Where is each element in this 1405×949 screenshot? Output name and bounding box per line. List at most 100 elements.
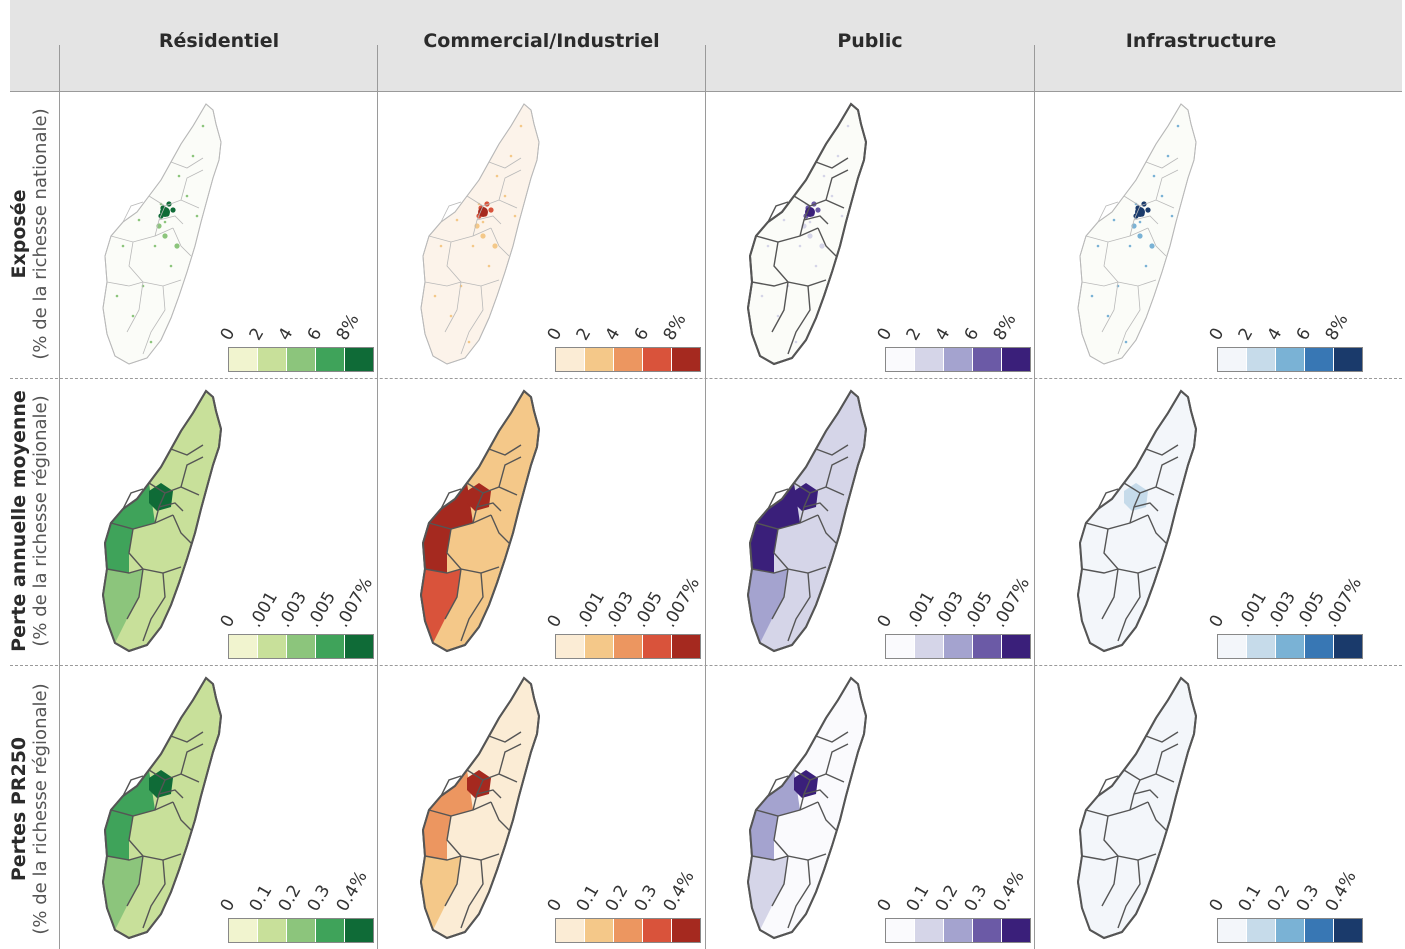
madagascar-map [419,676,541,940]
legend-swatch [585,919,614,942]
legend-swatch [585,348,614,371]
exposure-dot [467,340,471,344]
region-boundary [148,482,200,496]
legend-tick-label: .001 [902,588,939,631]
region-boundary [172,801,192,831]
exposure-hotspot [805,207,815,217]
region-boundary [1081,855,1119,861]
region-boundary [180,169,204,201]
exposure-dot [185,194,189,198]
region-boundary [122,201,144,223]
exposure-dot [488,207,494,213]
region-boundary [1147,514,1167,544]
column-header-residentiel: Résidentiel [158,30,280,52]
island-outline [746,102,868,366]
madagascar-map [1076,676,1198,940]
legend-swatch [345,635,373,658]
region-boundary [440,201,462,223]
region-boundary [1155,743,1179,775]
legend-swatch [316,919,345,942]
region-boundary [787,572,811,642]
legend-tick-label: 8% [332,310,364,344]
legend-tick-label: 6 [1292,324,1316,344]
exposure-dot [455,218,459,222]
region-boundary [1097,488,1119,510]
column-header-band [10,0,1402,91]
region-boundary [106,281,144,287]
exposure-dot [846,124,850,128]
region-boundary [126,855,144,907]
island-border [420,103,540,365]
region-boundary [767,775,789,797]
exposure-dot [807,233,813,239]
row-label-perte-annuelle: Perte annuelle moyenne (% de la richesse… [4,379,62,665]
legend-swatch [316,348,345,371]
exposure-dot [471,244,475,248]
region-boundary [1097,201,1119,223]
legend-swatch [1276,919,1305,942]
region-boundary [1133,215,1159,225]
region-boundary [793,482,845,496]
region-boundary [170,157,204,169]
legend-tick-label: 4 [1263,324,1287,344]
exposure-dot [177,174,181,178]
region-boundary [817,514,837,544]
exposure-dot [163,220,167,224]
exposure-dot [760,294,764,298]
legend-tick-label: 2 [572,324,596,344]
legend-swatch [915,348,944,371]
region-boundary [172,227,192,257]
legend-tick-label: 2 [902,324,926,344]
legend-swatch [1305,635,1334,658]
region-boundary [148,769,200,783]
region-boundary [142,285,166,355]
madagascar-map [746,102,868,366]
region-boundary [787,285,811,355]
region-boundary [490,514,510,544]
legend-tick-label: .005 [1292,588,1329,631]
madagascar-map [420,103,540,365]
row-title: Exposée [8,189,30,279]
region-boundary [498,169,522,201]
region-boundary [476,215,502,225]
region-boundary [817,227,837,257]
legend-tick-label: .003 [931,588,968,631]
exposure-dot [1096,244,1100,248]
exposure-dot [1138,220,1142,224]
legend-swatch [1305,919,1334,942]
region-boundary [1145,157,1179,169]
region-boundary [460,859,484,929]
exposure-dot [1090,294,1094,298]
legend-tick-label: .003 [1263,588,1300,631]
map-panel-r3-c4: 0 0.1 0.2 0.3 0.4% [1035,666,1367,949]
region-boundary [428,227,492,243]
legend-tick-label: 0.2 [601,881,633,915]
legend-tick-label: 0.1 [1234,881,1266,915]
island-border [102,103,222,365]
legend-tick-label: 0.3 [630,881,662,915]
region-boundary [460,285,484,355]
region-boundary [751,281,789,287]
column-header-public: Public [837,30,903,52]
legend-swatch [556,635,585,658]
region-boundary [476,502,502,512]
region-boundary [825,743,849,775]
legend-swatch [316,635,345,658]
region-boundary [1155,169,1179,201]
region-center [1124,770,1148,798]
madagascar-map [1077,103,1197,365]
legend-swatch [614,635,643,658]
region-boundary [803,502,829,512]
legend-swatch [1305,348,1334,371]
madagascar-map [746,389,868,653]
exposure-dot [1152,174,1156,178]
legend-swatch [886,348,915,371]
region-boundary [815,731,849,743]
exposure-dot [513,214,517,218]
legend-swatch [1334,919,1362,942]
legend-tick-label: 0.2 [931,881,963,915]
region-south [1078,569,1118,643]
color-legend: 0 0.1 0.2 0.3 0.4% [544,849,701,943]
map-panel-r2-c2: 0.001.003.005.007% [378,379,705,665]
